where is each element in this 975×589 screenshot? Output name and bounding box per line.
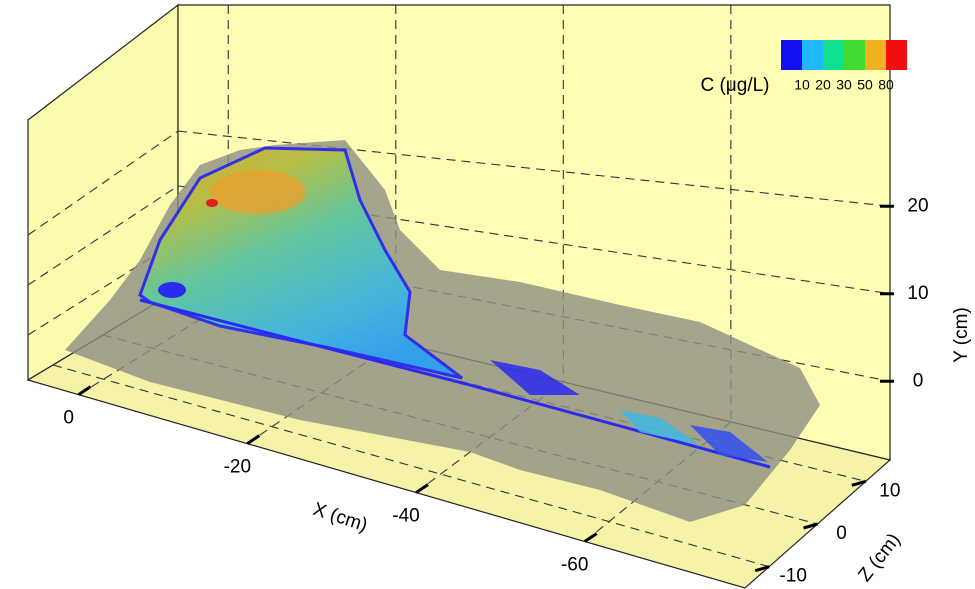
z-tick-label: 0 — [836, 523, 847, 544]
grid-line — [52, 364, 770, 568]
plume-blob — [690, 425, 768, 462]
y-tick-label: 20 — [907, 195, 928, 216]
grid-line — [27, 130, 179, 236]
colorbar-swatch — [865, 40, 886, 70]
z-tick — [803, 522, 818, 530]
z-axis-label: Z (cm) — [854, 530, 904, 586]
y-tick-label: 10 — [907, 283, 928, 304]
plume-blob — [490, 360, 580, 395]
y-tick-label: 0 — [913, 370, 924, 391]
plume-blob — [620, 410, 700, 445]
z-tick — [754, 565, 770, 573]
colorbar-label: 30 — [836, 77, 852, 93]
x-tick — [415, 483, 429, 494]
z-tick-label: -10 — [779, 566, 806, 587]
colorbar-label: 50 — [857, 77, 873, 93]
colorbar-swatch — [781, 40, 802, 70]
colorbar-swatch — [802, 40, 823, 70]
colorbar-title: C (μg/L) — [700, 75, 769, 96]
z-tick — [851, 479, 867, 487]
colorbar-swatch — [886, 40, 907, 70]
colorbar-label: 10 — [794, 77, 810, 93]
x-tick — [246, 434, 261, 445]
x-tick-label: 0 — [63, 408, 74, 429]
y-axis-label: Y (cm) — [951, 307, 972, 363]
x-axis-label: X (cm) — [310, 499, 370, 536]
x-tick-label: -40 — [392, 506, 419, 527]
x-tick-label: -60 — [561, 555, 588, 576]
x-tick-label: -20 — [224, 457, 251, 478]
x-tick — [583, 532, 598, 543]
colorbar-swatch — [823, 40, 844, 70]
colorbar-label: 80 — [878, 77, 894, 93]
x-tick — [77, 385, 92, 396]
plume-base — [139, 298, 771, 469]
colorbar-swatch — [844, 40, 865, 70]
plume-core — [210, 170, 306, 214]
z-tick-label: 10 — [879, 480, 900, 501]
axes: 0 -20 -40 -60 0 10 20 -10 0 10 — [63, 195, 928, 586]
colorbar-label: 20 — [815, 77, 831, 93]
surface — [65, 140, 820, 522]
plume-peak — [206, 199, 218, 207]
plume-blob — [158, 282, 186, 298]
